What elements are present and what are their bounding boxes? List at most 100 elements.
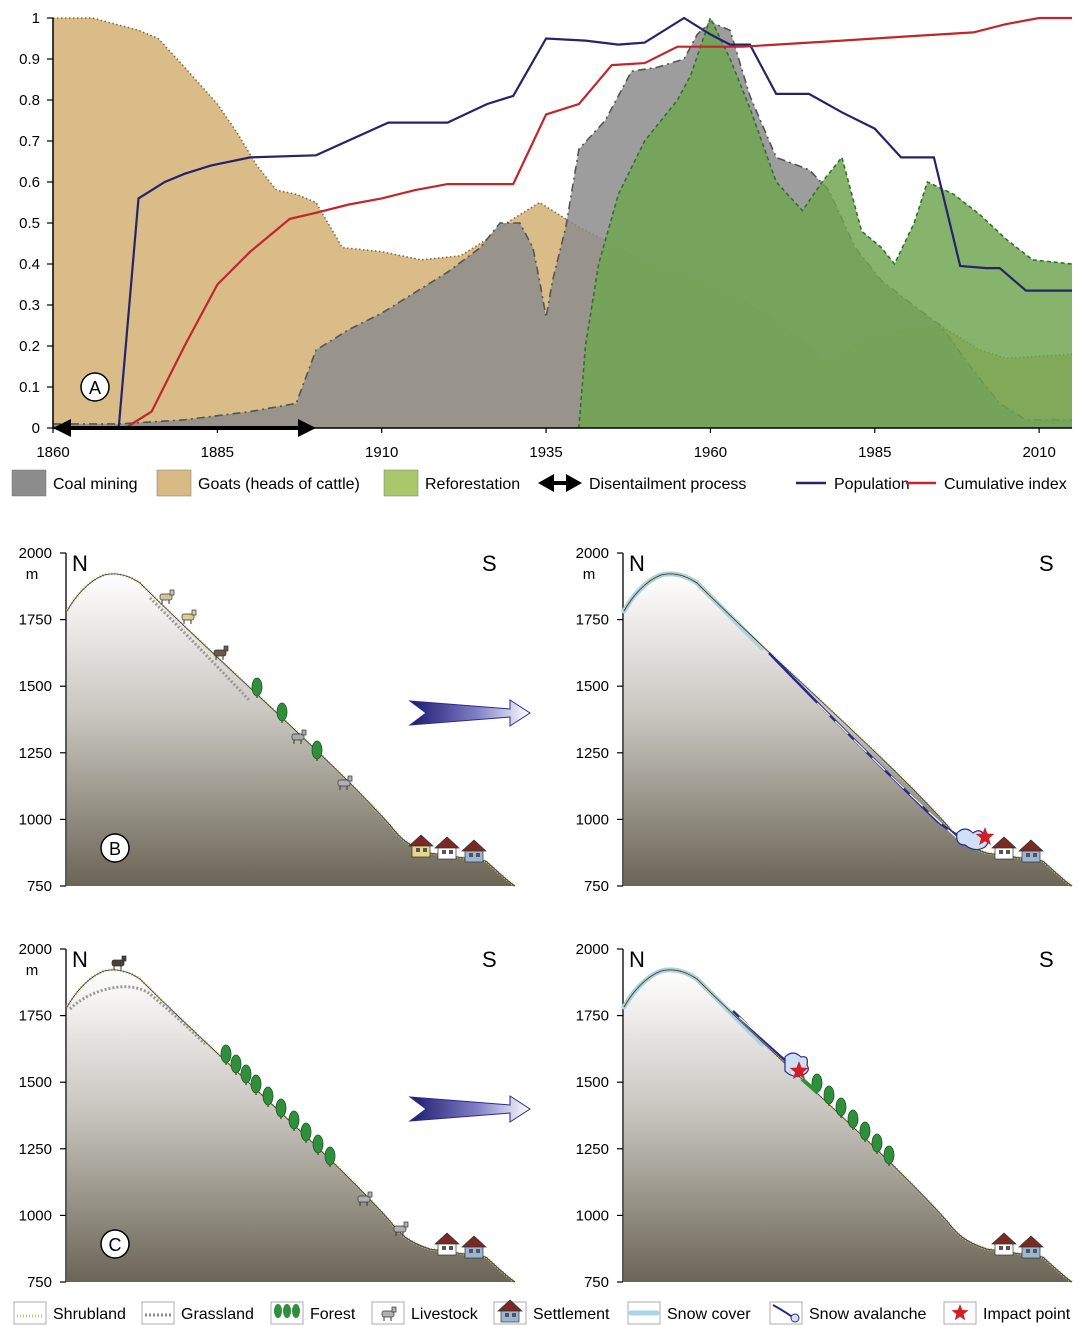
transition-arrow [408, 699, 531, 727]
legend-bottom: Shrubland Grassland Forest Livestock Settlem… [13, 1299, 1071, 1325]
elevation-tick-label: 1250 [19, 1141, 52, 1158]
elevation-tick-label: 1000 [19, 1207, 52, 1224]
panel-label-c: C [109, 1235, 122, 1255]
y-tick-label: 0.5 [19, 215, 40, 232]
settlement-icon [493, 1299, 527, 1325]
legend-swatch-reforestation [383, 469, 419, 497]
elevation-tick-label: 1000 [19, 811, 52, 828]
legend-arrow-right [566, 474, 582, 492]
y-tick-label: 1 [32, 10, 40, 27]
x-tick-label: 1885 [201, 444, 234, 461]
elevation-unit: m [583, 566, 596, 583]
panel-label-circle [100, 1229, 130, 1259]
south-label: S [1039, 947, 1054, 972]
elevation-tick-label: 1750 [19, 1008, 52, 1025]
transition-arrow [408, 1095, 531, 1123]
legend-label-goats-heads-of-cattle: Goats (heads of cattle) [198, 476, 360, 493]
legend-label-cumulative-index: Cumulative index [944, 476, 1067, 493]
profile-b-after: 2000 1750 1500 1250 1000 750 m N S [576, 545, 1073, 895]
profile-panels: 2000 1750 1500 1250 1000 750 m N S B 2000 1750 1500 1… [19, 545, 1073, 1291]
legend-label-impact-point: Impact point [983, 1306, 1071, 1323]
elevation-tick-label: 750 [27, 878, 52, 895]
grassland-icon [141, 1301, 175, 1325]
elevation-tick-label: 1000 [576, 1207, 609, 1224]
south-label: S [482, 947, 497, 972]
x-tick-label: 1860 [36, 444, 69, 461]
x-tick-label: 2010 [1022, 444, 1055, 461]
profile-c-before: 2000 1750 1500 1250 1000 750 m N S C [19, 941, 516, 1291]
elevation-tick-label: 1750 [576, 1008, 609, 1025]
north-label: N [629, 551, 645, 576]
snow-cover-icon [627, 1301, 661, 1325]
x-ticks: 1860 1885 1910 1935 1960 1985 2010 [36, 428, 1056, 461]
panel-label-b: B [109, 839, 121, 859]
south-label: S [1039, 551, 1054, 576]
mountain-profile [67, 573, 515, 886]
north-label: N [72, 947, 88, 972]
impact-point-icon [943, 1301, 977, 1325]
disentailment-head-left [53, 419, 71, 437]
elevation-tick-label: 1500 [19, 1074, 52, 1091]
chart-panel-a: 0 0.1 0.2 0.3 0.4 0.5 0.6 0.7 0.8 0.9 1 1860 1885 19… [19, 10, 1073, 461]
y-ticks: 0 0.1 0.2 0.3 0.4 0.5 0.6 0.7 0.8 0.9 1 [19, 10, 53, 437]
elevation-tick-label: 1500 [576, 678, 609, 695]
area-series-group [53, 15, 1073, 429]
elevation-tick-label: 1750 [576, 612, 609, 629]
north-label: N [72, 551, 88, 576]
area-edge-coal-mining [53, 21, 1072, 425]
y-tick-label: 0.2 [19, 338, 40, 355]
elevation-unit: m [26, 566, 39, 583]
elevation-tick-label: 2000 [576, 545, 609, 562]
elevation-tick-label: 1250 [576, 745, 609, 762]
legend-swatch-goats-heads-of-cattle [156, 469, 192, 497]
legend-label-reforestation: Reforestation [425, 476, 520, 493]
area-reforestation [578, 18, 1072, 428]
elevation-tick-label: 2000 [19, 941, 52, 958]
line-population [53, 16, 1072, 430]
y-tick-label: 0.4 [19, 256, 40, 273]
y-tick-label: 0.7 [19, 133, 40, 150]
mountain-profile [624, 573, 1072, 886]
line-cumulative-index [53, 16, 1072, 430]
elevation-tick-label: 1250 [19, 745, 52, 762]
livestock-icon [371, 1301, 405, 1325]
legend-label-grassland: Grassland [181, 1306, 254, 1323]
elevation-tick-label: 1750 [19, 612, 52, 629]
legend-label-snow-cover: Snow cover [667, 1306, 751, 1323]
elevation-tick-label: 750 [27, 1274, 52, 1291]
x-tick-label: 1935 [529, 444, 562, 461]
disentailment-arrow [53, 419, 316, 437]
elevation-tick-label: 1500 [19, 678, 52, 695]
elevation-tick-label: 2000 [576, 941, 609, 958]
y-tick-label: 0.9 [19, 51, 40, 68]
area-edge-reforestation [578, 15, 1073, 429]
elevation-tick-label: 1250 [576, 1141, 609, 1158]
elevation-tick-label: 2000 [19, 545, 52, 562]
forest-icon [270, 1301, 304, 1325]
y-tick-label: 0 [32, 420, 40, 437]
x-tick-label: 1910 [365, 444, 398, 461]
shrubland-icon [13, 1301, 47, 1325]
legend-label-forest: Forest [310, 1306, 356, 1323]
legend-label-shrubland: Shrubland [53, 1306, 126, 1323]
y-tick-label: 0.3 [19, 297, 40, 314]
north-label: N [629, 947, 645, 972]
legend-label-population: Population [834, 476, 910, 493]
x-tick-label: 1985 [858, 444, 891, 461]
legend-label-settlement: Settlement [533, 1306, 610, 1323]
panel-label-circle [100, 833, 130, 863]
legend-label-disentailment-process: Disentailment process [589, 476, 746, 493]
disentailment-head-right [297, 419, 316, 437]
legend-top: Coal mining Goats (heads of cattle) Refore… [11, 469, 1067, 497]
line-series-group [53, 16, 1072, 430]
elevation-tick-label: 1000 [576, 811, 609, 828]
elevation-unit: m [26, 962, 39, 979]
elevation-tick-label: 750 [584, 1274, 609, 1291]
x-tick-label: 1960 [694, 444, 727, 461]
y-tick-label: 0.8 [19, 92, 40, 109]
legend-label-livestock: Livestock [411, 1306, 479, 1323]
profile-c-after: 2000 1750 1500 1250 1000 750 N S [576, 941, 1073, 1291]
snow-avalanche-icon [769, 1301, 803, 1325]
y-tick-label: 0.1 [19, 379, 40, 396]
